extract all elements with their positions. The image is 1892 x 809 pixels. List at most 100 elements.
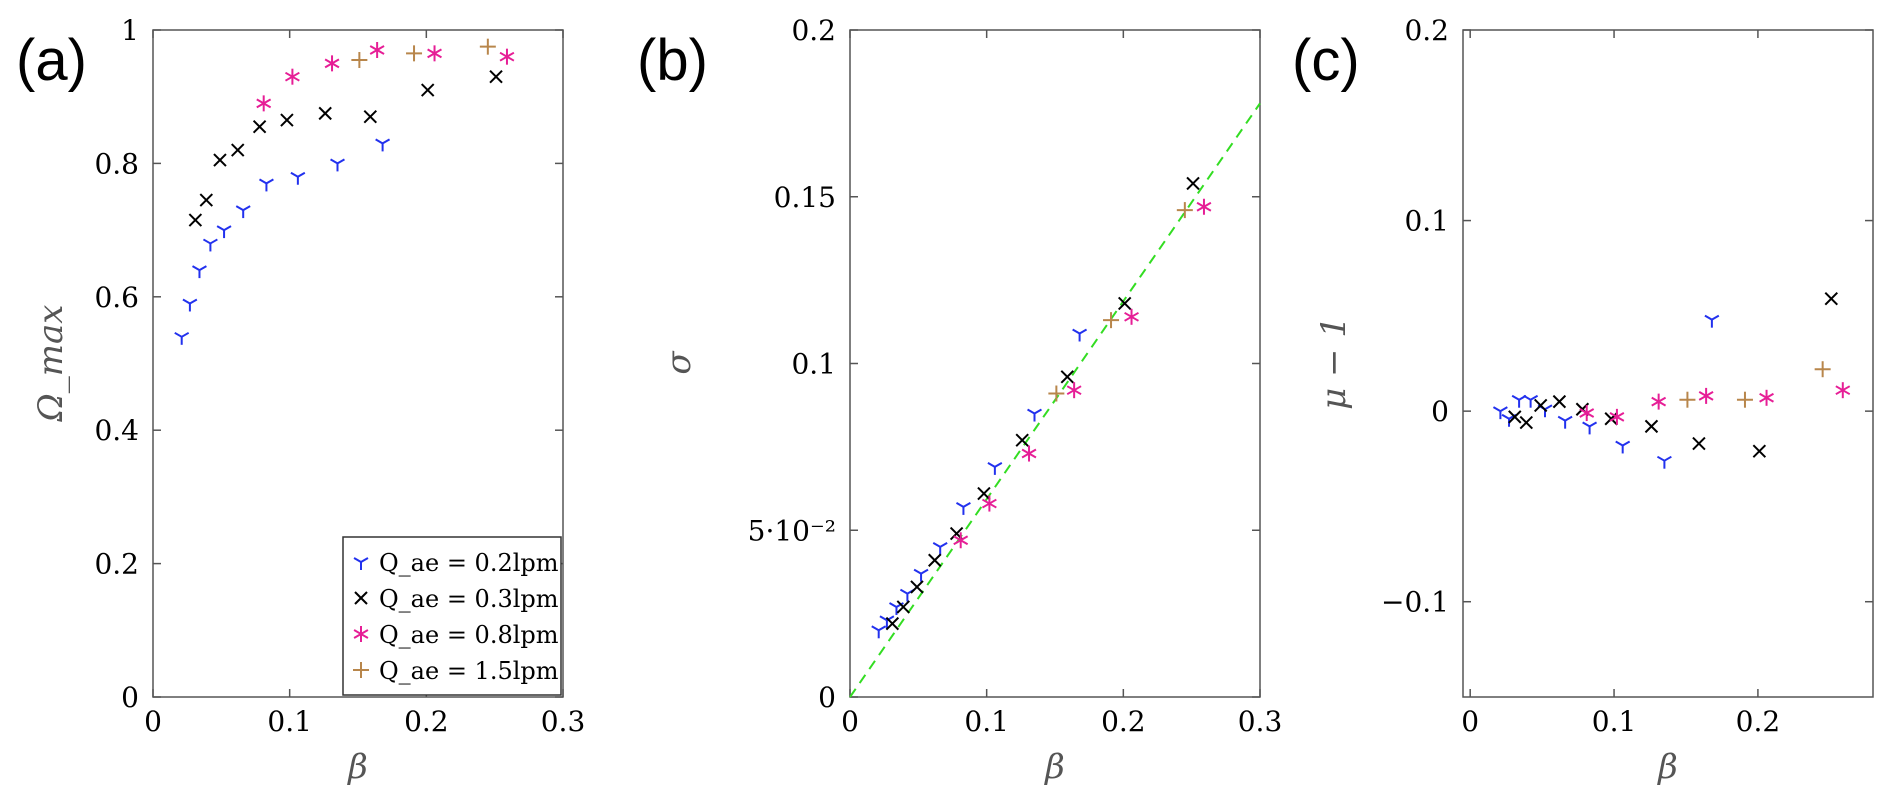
legend-entry: Q_ae = 1.5lpm xyxy=(379,657,559,685)
data-point xyxy=(1698,387,1714,404)
data-point xyxy=(1824,291,1838,306)
data-point xyxy=(981,495,997,512)
data-point xyxy=(1027,408,1042,422)
data-point xyxy=(1609,408,1625,425)
data-point xyxy=(290,171,306,185)
data-point xyxy=(216,225,232,239)
panel-title: (b) xyxy=(637,28,708,93)
data-point xyxy=(871,625,887,639)
data-point xyxy=(953,532,969,549)
data-point xyxy=(324,55,340,72)
panel-c: (c) 0 0.1 0.2 −0.1 0 0.1 0.2 β μ − 1 xyxy=(1292,14,1874,787)
legend: Q_ae = 0.2lpm Q_ae = 0.3lpm Q_ae = 0.8lpm Q… xyxy=(342,536,562,696)
data-point xyxy=(1508,410,1522,424)
data-point xyxy=(928,553,942,567)
x-tick-label: 0.1 xyxy=(1592,705,1637,738)
data-point xyxy=(885,616,900,631)
y-tick-label: 0 xyxy=(818,681,836,714)
data-point xyxy=(1196,198,1212,215)
data-point xyxy=(258,178,274,192)
data-point xyxy=(199,193,214,207)
data-point xyxy=(420,83,435,97)
data-point xyxy=(1692,436,1706,451)
series-2 xyxy=(885,176,1200,631)
x-tick-label: 0.3 xyxy=(1238,705,1283,738)
y-tick-label: 0.1 xyxy=(1404,205,1449,238)
data-point xyxy=(375,138,391,152)
legend-entry: Q_ae = 0.3lpm xyxy=(379,585,559,613)
legend-marker xyxy=(353,626,369,642)
data-point xyxy=(913,568,929,582)
data-point xyxy=(499,48,515,65)
data-point xyxy=(1015,433,1029,447)
y-tick-label: 0.8 xyxy=(94,147,139,180)
x-tick-label: 0.1 xyxy=(267,705,312,738)
y-tick-label: 1 xyxy=(121,14,139,47)
data-point xyxy=(1533,398,1548,413)
data-point xyxy=(1557,415,1573,429)
data-point xyxy=(213,153,227,167)
data-point xyxy=(235,205,251,219)
x-tick-label: 0 xyxy=(1461,705,1479,738)
data-point xyxy=(1511,394,1527,408)
y-tick-label: 0.1 xyxy=(791,348,836,381)
data-point xyxy=(489,69,503,84)
data-point xyxy=(1124,308,1139,325)
series-4 xyxy=(1048,202,1193,402)
data-point xyxy=(1066,382,1082,399)
data-point xyxy=(910,580,924,594)
legend-box xyxy=(342,536,562,696)
data-point xyxy=(955,502,971,515)
data-point xyxy=(318,106,332,121)
y-axis-label: Ω_max xyxy=(31,305,71,423)
y-tick-label: −0.1 xyxy=(1381,586,1449,619)
data-point xyxy=(1103,312,1120,329)
data-point xyxy=(1579,405,1595,422)
data-point xyxy=(1582,421,1598,435)
data-point xyxy=(1117,296,1132,311)
data-point xyxy=(1552,394,1567,409)
y-tick-label: 0.15 xyxy=(774,181,836,214)
data-point xyxy=(1644,419,1659,434)
data-point xyxy=(896,600,911,614)
plot-frame xyxy=(1462,29,1874,698)
data-point xyxy=(1704,314,1720,328)
data-point xyxy=(202,238,218,252)
legend-entry: Q_ae = 0.8lpm xyxy=(379,621,559,649)
x-tick-label: 0.2 xyxy=(404,705,449,738)
x-tick-label: 0.2 xyxy=(1736,705,1781,738)
x-tick-label: 0.2 xyxy=(1101,705,1146,738)
y-tick-label: 0 xyxy=(121,681,139,714)
data-point xyxy=(1651,393,1667,410)
data-point xyxy=(363,110,378,124)
x-tick-label: 0 xyxy=(144,705,162,738)
data-point xyxy=(1679,391,1696,408)
legend-marker xyxy=(353,662,369,678)
x-axis-label: β xyxy=(1043,747,1065,787)
data-point xyxy=(188,213,203,227)
x-axis-label: β xyxy=(1656,747,1678,787)
data-point xyxy=(479,38,496,55)
fit-line xyxy=(849,102,1261,698)
y-axis-label: σ xyxy=(659,351,699,375)
panel-title: (a) xyxy=(16,28,87,93)
series-1 xyxy=(1492,314,1720,469)
data-point xyxy=(1759,389,1774,406)
data-point xyxy=(1048,385,1065,402)
data-point xyxy=(351,52,368,69)
panel-b: (b) 0 0.1 0.2 0.3 0 5·10⁻² 0.1 0.15 0.2 β σ xyxy=(637,14,1282,787)
legend-marker xyxy=(354,591,368,605)
data-point xyxy=(369,42,385,59)
legend-entry: Q_ae = 0.2lpm xyxy=(379,549,559,577)
data-point xyxy=(977,486,991,501)
data-point xyxy=(231,143,245,157)
data-point xyxy=(1736,391,1753,408)
data-point xyxy=(1060,370,1075,384)
series-3 xyxy=(256,42,515,112)
data-point xyxy=(1072,328,1088,342)
data-point xyxy=(427,45,442,62)
data-point xyxy=(284,68,300,85)
data-point xyxy=(1615,440,1631,454)
x-tick-label: 0.1 xyxy=(964,705,1009,738)
